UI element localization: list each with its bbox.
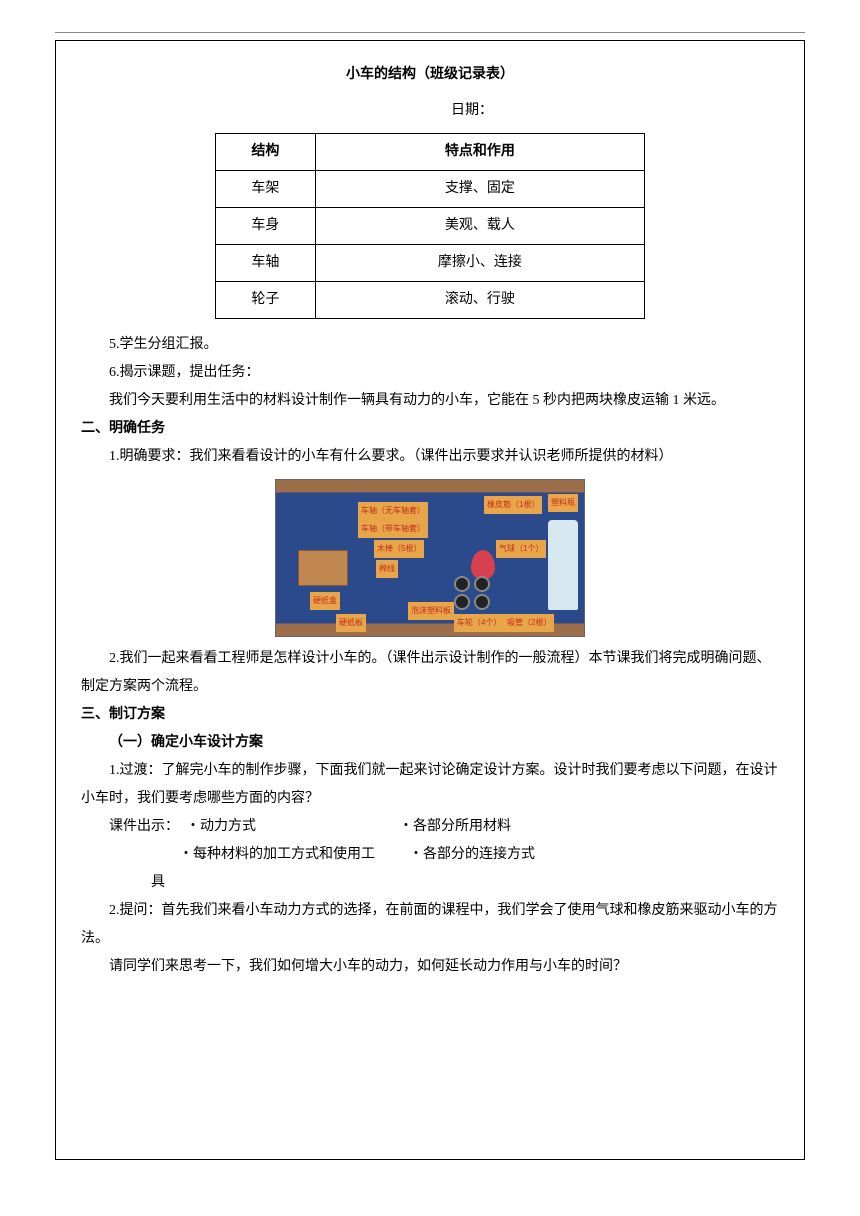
- section-2-p1-text: 1.明确要求：我们来看看设计的小车有什么要求。（课件出示要求并认识老师所提供的材…: [109, 449, 673, 464]
- table-cell: 支撑、固定: [315, 171, 644, 208]
- table-row: 车身 美观、载人: [216, 208, 645, 245]
- straw-label: 吸管（2根）: [504, 614, 554, 632]
- table-header-row: 结构 特点和作用: [216, 134, 645, 171]
- paragraph-6-body: 我们今天要利用生活中的材料设计制作一辆具有动力的小车，它能在 5 秒内把两块橡皮…: [81, 387, 779, 415]
- wood-stick-label: 木棒（5根）: [374, 540, 424, 558]
- section-2-p2: 2.我们一起来看看工程师是怎样设计小车的。（课件出示设计制作的一般流程）本节课我…: [81, 645, 779, 701]
- cardboard-box-item: [298, 550, 348, 586]
- section-3-subheading-1: （一）确定小车设计方案: [81, 729, 779, 757]
- page-content-frame: 小车的结构（班级记录表） 日期： 结构 特点和作用 车架 支撑、固定 车身 美观…: [55, 40, 805, 1160]
- table-cell: 车架: [216, 171, 316, 208]
- section-2-heading: 二、明确任务: [81, 415, 779, 443]
- wheel-label: 车轮（4个）: [454, 614, 504, 632]
- list-row-2: ・每种材料的加工方式和使用工具 ・各部分的连接方式: [81, 841, 779, 897]
- section-3-heading: 三、制订方案: [81, 701, 779, 729]
- date-label: 日期：: [81, 97, 779, 125]
- section-3-p1: 1.过渡：了解完小车的制作步骤，下面我们就一起来讨论确定设计方案。设计时我们要考…: [81, 757, 779, 813]
- axle-with-sleeve-label: 车轴（带车轴套）: [358, 520, 428, 538]
- list-item-power: ・动力方式: [186, 819, 256, 834]
- wheel-item: [474, 576, 490, 592]
- list-item-connection: ・各部分的连接方式: [381, 841, 535, 897]
- table-row: 车轴 摩擦小、连接: [216, 245, 645, 282]
- balloon-label: 气球（1个）: [496, 540, 546, 558]
- table-title: 小车的结构（班级记录表）: [81, 61, 779, 89]
- list-label: 课件出示： ・动力方式: [81, 813, 371, 841]
- table-cell: 滚动、行驶: [315, 282, 644, 319]
- table-row: 轮子 滚动、行驶: [216, 282, 645, 319]
- paragraph-5: 5.学生分组汇报。: [81, 331, 779, 359]
- wheel-item: [454, 594, 470, 610]
- page-top-ruler: [55, 32, 805, 33]
- foam-board-label: 泡沫塑料板: [408, 602, 454, 620]
- wheel-item: [454, 576, 470, 592]
- section-2-p1: 1.明确要求：我们来看看设计的小车有什么要求。（课件出示要求并认识老师所提供的材…: [81, 443, 779, 471]
- cotton-thread-label: 棉线: [376, 560, 398, 578]
- paragraph-6: 6.揭示课题，提出任务：: [81, 359, 779, 387]
- paragraph-6-body-text: 我们今天要利用生活中的材料设计制作一辆具有动力的小车，它能在 5 秒内把两块橡皮…: [109, 393, 725, 408]
- section-2-p2-text: 2.我们一起来看看工程师是怎样设计小车的。（课件出示设计制作的一般流程）本节课我…: [81, 651, 771, 694]
- table-cell: 轮子: [216, 282, 316, 319]
- section-3-p2: 2.提问：首先我们来看小车动力方式的选择，在前面的课程中，我们学会了使用气球和橡…: [81, 897, 779, 953]
- list-item-processing: ・每种材料的加工方式和使用工具: [151, 841, 381, 897]
- table-cell: 美观、载人: [315, 208, 644, 245]
- table-cell: 摩擦小、连接: [315, 245, 644, 282]
- rubber-band-label: 橡皮筋（1根）: [484, 496, 542, 514]
- wheel-item: [474, 594, 490, 610]
- table-cell: 车身: [216, 208, 316, 245]
- bottle-item: [548, 520, 578, 610]
- cardboard-label: 硬纸板: [336, 614, 366, 632]
- list-container: 课件出示： ・动力方式 ・各部分所用材料 ・每种材料的加工方式和使用工具 ・各部…: [81, 813, 779, 897]
- materials-photo: 车轴（无车轴套） 车轴（带车轴套） 木棒（5根） 棉线 硬纸盒 硬纸板 泡沫塑料…: [275, 479, 585, 637]
- list-row-1: 课件出示： ・动力方式 ・各部分所用材料: [81, 813, 779, 841]
- section-3-p1-text: 1.过渡：了解完小车的制作步骤，下面我们就一起来讨论确定设计方案。设计时我们要考…: [81, 763, 778, 806]
- section-3-p3: 请同学们来思考一下，我们如何增大小车的动力，如何延长动力作用与小车的时间？: [81, 953, 779, 981]
- axle-no-sleeve-label: 车轴（无车轴套）: [358, 502, 428, 520]
- table-header-feature: 特点和作用: [315, 134, 644, 171]
- list-item-materials: ・各部分所用材料: [371, 813, 511, 841]
- list-label-text: 课件出示：: [109, 819, 179, 834]
- table-row: 车架 支撑、固定: [216, 171, 645, 208]
- bottle-label: 塑料瓶: [548, 494, 578, 512]
- structure-table: 结构 特点和作用 车架 支撑、固定 车身 美观、载人 车轴 摩擦小、连接 轮子 …: [215, 133, 645, 319]
- cardboard-box-label: 硬纸盒: [310, 592, 340, 610]
- table-cell: 车轴: [216, 245, 316, 282]
- table-header-structure: 结构: [216, 134, 316, 171]
- section-3-p2-text: 2.提问：首先我们来看小车动力方式的选择，在前面的课程中，我们学会了使用气球和橡…: [81, 903, 778, 946]
